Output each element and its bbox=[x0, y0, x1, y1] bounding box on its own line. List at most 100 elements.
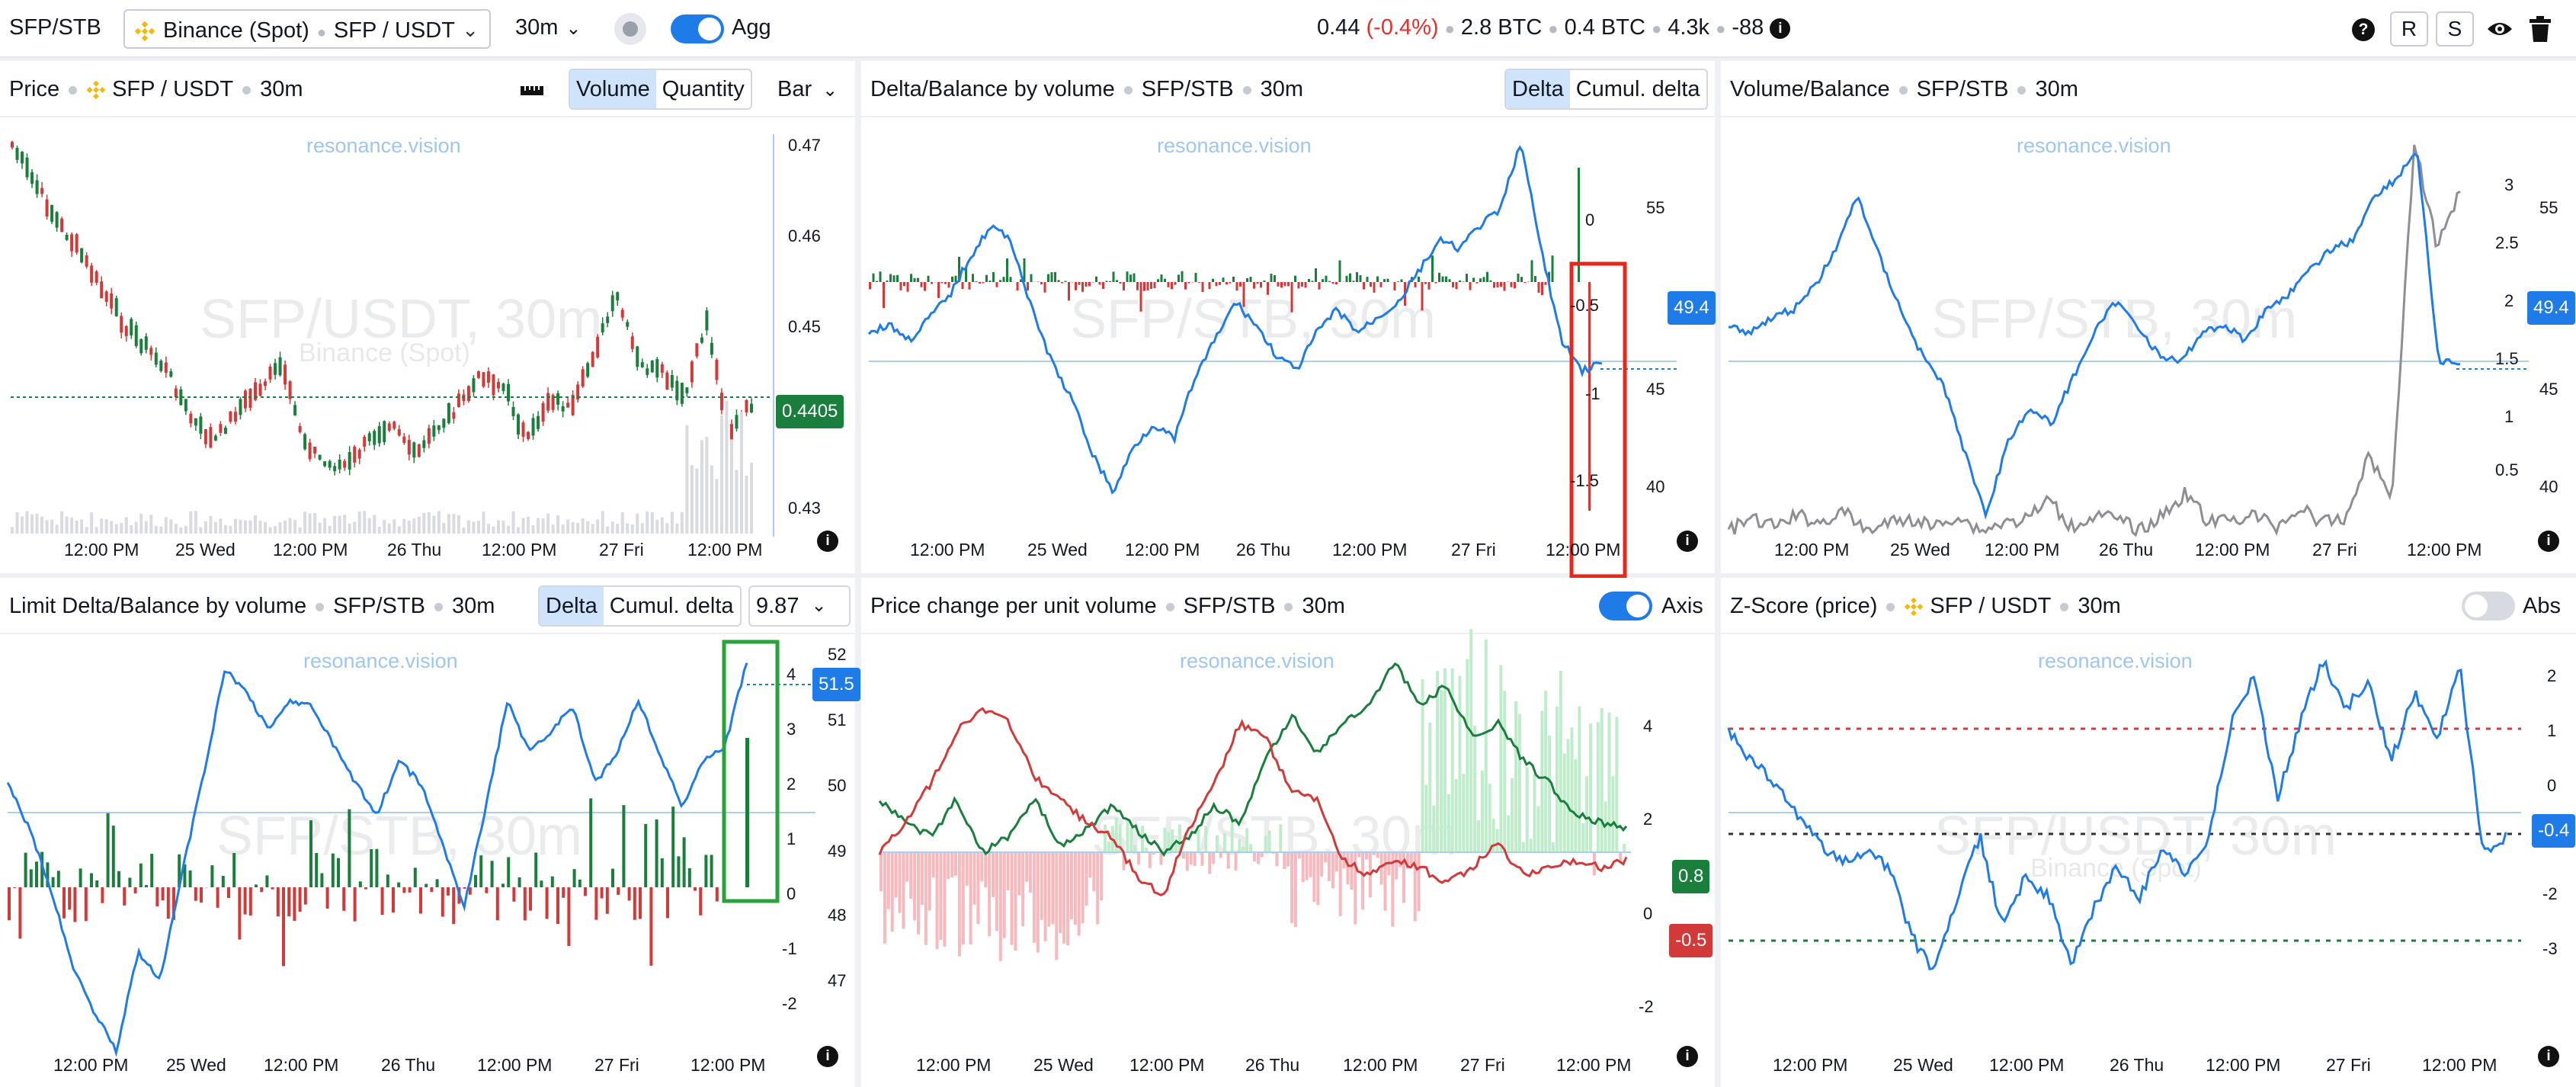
s-button[interactable]: S bbox=[2436, 11, 2474, 46]
r-button[interactable]: R bbox=[2390, 11, 2428, 46]
help-icon[interactable]: ? bbox=[2352, 18, 2375, 41]
delta-bar bbox=[1373, 282, 1376, 293]
pcpuv-bar bbox=[1253, 852, 1256, 862]
volume-option[interactable]: Volume bbox=[570, 70, 656, 108]
volume-bar bbox=[695, 468, 699, 534]
volume-bar bbox=[437, 511, 441, 534]
info-icon[interactable]: i bbox=[2538, 531, 2559, 552]
cumul-delta-option[interactable]: Cumul. delta bbox=[609, 594, 734, 618]
pcpuv-bar bbox=[1159, 852, 1163, 865]
limit-delta-bar bbox=[397, 882, 401, 887]
pcpuv-bar bbox=[1361, 852, 1365, 910]
info-icon[interactable]: i bbox=[817, 1046, 838, 1067]
delta-bar bbox=[1386, 278, 1389, 282]
axis-toggle[interactable] bbox=[1599, 592, 1652, 620]
candle-body bbox=[248, 388, 252, 409]
delta-mode-toggle[interactable]: Delta Cumul. delta bbox=[538, 585, 742, 627]
delta-bar bbox=[1232, 276, 1235, 282]
delta-bar bbox=[892, 275, 896, 282]
ticker-label[interactable]: SFP/STB bbox=[9, 15, 101, 40]
limit-delta-chart[interactable] bbox=[6, 640, 815, 1058]
pcpuv-bar bbox=[1144, 847, 1148, 852]
pcpuv-bar bbox=[1578, 706, 1581, 852]
info-icon[interactable]: i bbox=[1770, 18, 1791, 39]
limit-delta-bar bbox=[348, 809, 351, 887]
candle-body bbox=[665, 372, 669, 390]
volume-bar bbox=[110, 521, 114, 534]
volume-bar bbox=[462, 527, 466, 534]
candle-body bbox=[576, 384, 580, 400]
candle-body bbox=[427, 428, 431, 444]
volume-quantity-toggle[interactable]: Volume Quantity bbox=[569, 69, 752, 110]
x-tick: 12:00 PM bbox=[482, 540, 557, 560]
zscore-chart[interactable] bbox=[1727, 646, 2536, 1058]
eye-icon[interactable] bbox=[2486, 17, 2514, 41]
info-icon[interactable]: i bbox=[1677, 1046, 1698, 1067]
limit-delta-bar bbox=[660, 858, 664, 887]
delta-bar bbox=[944, 282, 947, 284]
abs-toggle[interactable] bbox=[2462, 592, 2515, 620]
threshold-select[interactable]: 9.87 ⌄ bbox=[748, 585, 851, 627]
candle-body bbox=[80, 248, 84, 263]
pcpuv-bar bbox=[1137, 852, 1141, 865]
chart-watermark: SFP/USDT, 30m bbox=[1934, 806, 2337, 867]
stat-volume: 2.8 BTC bbox=[1460, 15, 1543, 40]
x-tick: 12:00 PM bbox=[1129, 1055, 1205, 1075]
volume-bar bbox=[264, 521, 268, 534]
price-change-chart[interactable] bbox=[869, 629, 1677, 1058]
volume-bar bbox=[229, 525, 232, 534]
pcpuv-bar bbox=[1413, 852, 1417, 922]
exchange-pair-select[interactable]: Binance (Spot) ● SFP / USDT ⌄ bbox=[123, 9, 491, 49]
x-tick: 12:00 PM bbox=[916, 1055, 992, 1075]
cumul-delta-option[interactable]: Cumul. delta bbox=[1575, 77, 1700, 101]
limit-delta-bar bbox=[73, 887, 77, 922]
info-icon[interactable]: i bbox=[817, 531, 838, 552]
info-icon[interactable]: i bbox=[2538, 1046, 2559, 1067]
candle-body bbox=[35, 180, 39, 194]
pcpuv-bar bbox=[1219, 852, 1222, 858]
limit-delta-bar bbox=[238, 887, 242, 940]
quantity-option[interactable]: Quantity bbox=[662, 77, 745, 101]
chart-type-select[interactable]: Bar ⌄ bbox=[777, 77, 838, 102]
pcpuv-bar bbox=[1283, 852, 1286, 870]
candle-body bbox=[616, 292, 620, 301]
timeframe-select[interactable]: 30m ⌄ bbox=[515, 15, 582, 40]
stat-delta: -88 bbox=[1732, 15, 1764, 40]
volume-bar bbox=[620, 512, 624, 534]
price-candles[interactable] bbox=[11, 137, 773, 534]
limit-delta-bar bbox=[35, 861, 38, 887]
ruler-icon[interactable] bbox=[520, 84, 544, 96]
delta-bar bbox=[1448, 279, 1451, 282]
delta-option[interactable]: Delta bbox=[540, 587, 604, 625]
delta-bar bbox=[1523, 282, 1527, 284]
panel-header: Volume/Balance SFP/STB 30m bbox=[1721, 61, 2576, 117]
volume-bar bbox=[139, 513, 143, 534]
trash-icon[interactable] bbox=[2529, 15, 2552, 43]
delta-option[interactable]: Delta bbox=[1506, 70, 1570, 108]
volume-balance-chart[interactable] bbox=[1727, 134, 2529, 538]
delta-bar bbox=[1331, 282, 1334, 284]
delta-bar bbox=[1400, 279, 1403, 282]
pcpuv-bar bbox=[1581, 822, 1585, 852]
pcpuv-bar bbox=[1334, 852, 1338, 872]
delta-bar bbox=[872, 273, 875, 282]
delta-bar bbox=[1445, 276, 1447, 282]
delta-balance-chart[interactable] bbox=[867, 134, 1677, 579]
delta-bar bbox=[1438, 272, 1440, 282]
delta-bar bbox=[1503, 282, 1506, 291]
x-tick: 12:00 PM bbox=[64, 540, 139, 560]
limit-delta-bar bbox=[364, 887, 367, 890]
agg-toggle[interactable] bbox=[671, 14, 724, 43]
pcpuv-bar bbox=[1085, 852, 1088, 906]
info-icon[interactable]: i bbox=[1677, 531, 1698, 552]
record-button[interactable] bbox=[614, 13, 646, 45]
balance-line bbox=[867, 145, 1603, 495]
pcpuv-bar bbox=[1104, 824, 1107, 852]
candle-body bbox=[511, 406, 515, 416]
delta-bar bbox=[1359, 275, 1362, 282]
pcpuv-bar bbox=[1324, 852, 1328, 863]
agg-label: Agg bbox=[732, 15, 771, 40]
delta-mode-toggle[interactable]: Delta Cumul. delta bbox=[1504, 69, 1708, 110]
delta-bar bbox=[1075, 282, 1077, 290]
pcpuv-bar bbox=[1200, 852, 1204, 866]
